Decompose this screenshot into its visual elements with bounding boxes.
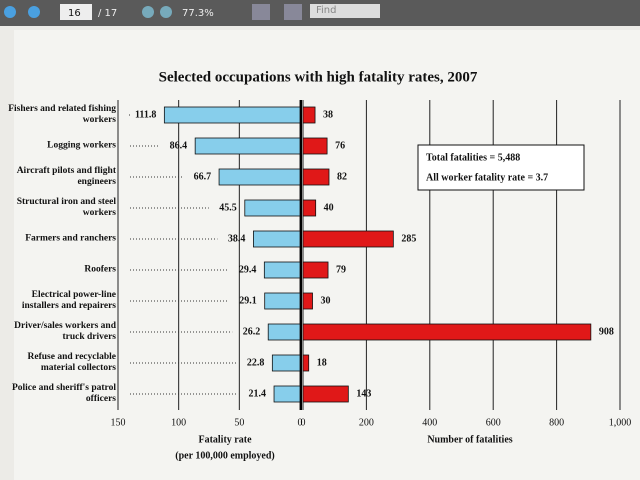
bar — [302, 261, 329, 279]
fit-button[interactable] — [252, 4, 270, 20]
bar — [302, 106, 316, 124]
category-label: Electrical power-line installers and rep… — [21, 290, 116, 311]
value-label: 22.8 — [247, 357, 265, 368]
bar — [163, 106, 301, 124]
value-label: 82 — [337, 171, 347, 182]
x-tick-label: 150 — [111, 417, 126, 428]
chart-title: Selected occupations with high fatality … — [159, 69, 478, 85]
axis-label: Number of fatalities — [427, 434, 512, 445]
search-placeholder: Find — [316, 5, 337, 16]
category-label: Police and sheriff's patrol officers — [11, 383, 116, 404]
x-tick-label: 600 — [486, 417, 501, 428]
bar — [302, 385, 349, 403]
axis-label: Fatality rate — [198, 434, 252, 445]
slide — [14, 30, 640, 480]
bar — [273, 385, 301, 403]
value-label: 38.4 — [228, 233, 246, 244]
category-label: Roofers — [84, 264, 116, 275]
bar — [302, 199, 317, 217]
value-label: 18 — [317, 357, 327, 368]
value-label: 76 — [335, 140, 345, 151]
bar — [302, 323, 592, 341]
value-label: 29.1 — [239, 295, 257, 306]
search-box[interactable] — [310, 4, 380, 18]
bar — [263, 261, 301, 279]
value-label: 111.8 — [135, 109, 156, 120]
annotation: All worker fatality rate = 3.7 — [426, 172, 548, 183]
category-label: Farmers and ranchers — [25, 233, 116, 244]
x-tick-label: 100 — [171, 417, 186, 428]
annotation-box — [417, 144, 585, 191]
bar — [302, 168, 330, 186]
forward-button[interactable] — [28, 6, 40, 18]
value-label: 30 — [321, 295, 331, 306]
x-tick-label: 800 — [549, 417, 564, 428]
back-button[interactable] — [4, 6, 16, 18]
bar — [302, 230, 394, 248]
x-tick-label: 50 — [234, 417, 244, 428]
bar — [271, 354, 301, 372]
value-label: 86.4 — [170, 140, 188, 151]
bar — [302, 354, 310, 372]
bar — [302, 292, 313, 310]
bar — [264, 292, 301, 310]
value-label: 66.7 — [194, 171, 212, 182]
bar — [267, 323, 301, 341]
x-tick-label: 1,000 — [609, 417, 632, 428]
x-tick-label: 200 — [359, 417, 374, 428]
zoom-in[interactable] — [160, 6, 172, 18]
bar — [244, 199, 301, 217]
page-count: / 17 — [98, 8, 117, 19]
page-box[interactable] — [60, 4, 92, 20]
category-label: Logging workers — [47, 140, 116, 151]
category-label: Structural iron and steel workers — [16, 197, 116, 218]
zoom-out[interactable] — [142, 6, 154, 18]
page-number: 16 — [68, 8, 81, 19]
value-label: 29.4 — [239, 264, 257, 275]
x-tick-label: 400 — [422, 417, 437, 428]
x-tick-label: 0 — [298, 417, 303, 428]
category-label: Refuse and recyclable material collector… — [27, 352, 116, 373]
axis-label: (per 100,000 employed) — [175, 450, 275, 461]
category-label: Driver/sales workers and truck drivers — [14, 321, 116, 342]
bar — [302, 137, 328, 155]
value-label: 908 — [599, 326, 614, 337]
value-label: 21.4 — [249, 388, 267, 399]
value-label: 45.5 — [219, 202, 237, 213]
bar — [253, 230, 301, 248]
value-label: 143 — [356, 388, 371, 399]
value-label: 38 — [323, 109, 333, 120]
bar — [218, 168, 301, 186]
annotation: Total fatalities = 5,488 — [426, 152, 520, 163]
value-label: 79 — [336, 264, 346, 275]
zoom-level: 77.3% — [182, 8, 214, 19]
value-label: 26.2 — [243, 326, 261, 337]
value-label: 40 — [324, 202, 334, 213]
home-button[interactable] — [284, 4, 302, 20]
x-tick-label: 0 — [301, 417, 306, 428]
category-label: Fishers and related fishing workers — [8, 104, 116, 125]
value-label: 285 — [401, 233, 416, 244]
bar — [194, 137, 301, 155]
category-label: Aircraft pilots and flight engineers — [16, 166, 116, 187]
